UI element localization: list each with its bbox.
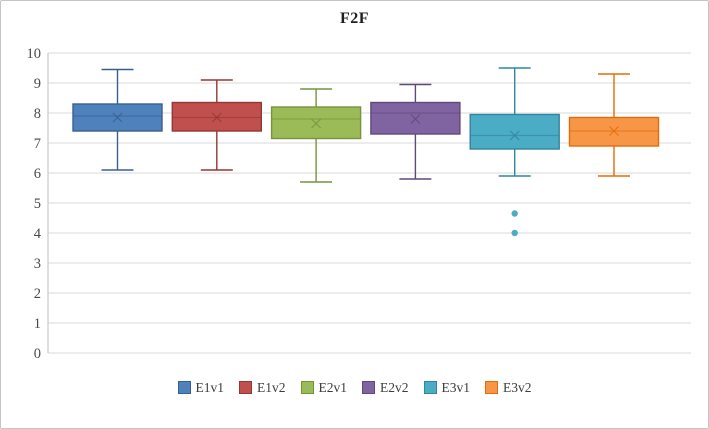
legend-swatch-icon [423,381,437,395]
y-tick-label-1: 1 [34,316,41,332]
mean-marker [608,125,620,137]
y-tick-label-9: 9 [34,76,41,92]
y-tick-label-3: 3 [34,256,41,272]
boxplot-E2v2 [370,83,461,180]
legend: E1v1 E1v2 E2v1 E2v2 E3v1 E3v2 [1,381,708,395]
y-tick-label-10: 10 [27,46,42,62]
boxplot-E2v1 [270,88,362,183]
boxplot-E1v1 [72,68,163,171]
boxplot-E3v1 [469,67,560,237]
y-tick-label-5: 5 [34,196,41,212]
legend-label: E3v1 [441,380,471,395]
legend-swatch-icon [300,381,314,395]
legend-item-E2v2: E2v2 [362,381,409,395]
y-tick-label-6: 6 [34,166,41,182]
outlier-point [511,210,518,217]
legend-swatch-icon [239,381,252,395]
y-tick-label-7: 7 [34,136,41,152]
legend-label: E2v1 [318,380,348,395]
mean-marker [112,112,123,123]
y-tick-label-0: 0 [34,346,41,362]
iqr-box [469,113,560,150]
legend-swatch-icon [362,381,375,395]
y-tick-label-8: 8 [34,106,41,122]
legend-swatch-icon [485,381,498,395]
boxplot-E1v2 [171,79,263,171]
legend-item-E2v1: E2v1 [300,380,348,395]
outlier-point [511,229,518,237]
mean-marker [509,130,520,141]
legend-swatch-icon [177,381,191,395]
mean-marker [311,118,322,129]
y-tick-label-4: 4 [34,226,42,242]
legend-item-E1v2: E1v2 [239,381,286,395]
iqr-box [72,103,163,132]
boxplot-E3v2 [568,73,660,177]
mean-marker [211,112,222,123]
y-tick-label-2: 2 [34,286,41,302]
chart-title: F2F [339,10,370,27]
legend-label: E3v2 [503,380,532,395]
legend-label: E2v2 [380,380,409,395]
legend-label: E1v1 [195,380,225,395]
legend-item-E3v2: E3v2 [485,381,532,395]
legend-item-E3v1: E3v1 [423,380,471,395]
mean-marker [410,113,421,125]
gridlines [48,52,691,354]
legend-label: E1v2 [257,380,286,395]
legend-item-E1v1: E1v1 [177,380,225,395]
